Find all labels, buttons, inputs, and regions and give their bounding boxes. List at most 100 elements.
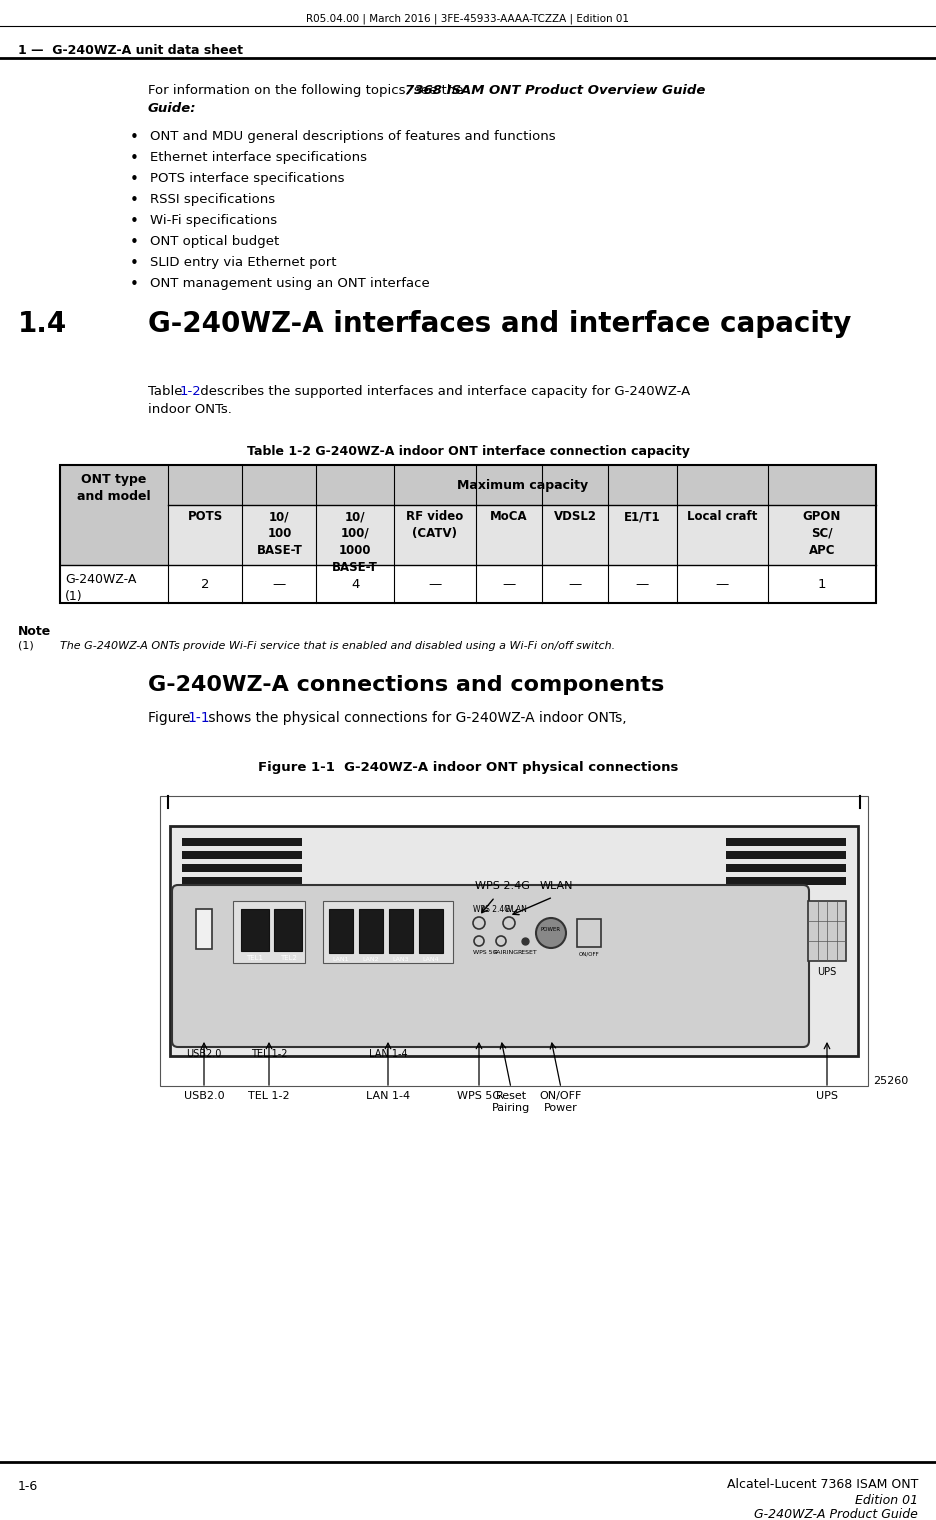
Bar	[182, 877, 302, 885]
Bar	[726, 877, 846, 885]
Bar	[808, 901, 846, 961]
Text: 7368 ISAM ONT Product Overview Guide: 7368 ISAM ONT Product Overview Guide	[405, 84, 706, 97]
Text: —: —	[715, 578, 729, 591]
FancyBboxPatch shape	[172, 885, 809, 1047]
Text: •: •	[130, 193, 139, 208]
Text: LAN3: LAN3	[393, 958, 409, 962]
Text: POTS: POTS	[188, 511, 223, 523]
Text: (1): (1)	[18, 641, 34, 651]
Bar	[60, 565, 876, 603]
Text: shows the physical connections for G-240WZ-A indoor ONTs,: shows the physical connections for G-240…	[204, 711, 626, 725]
Text: 1.4: 1.4	[18, 310, 67, 337]
Text: UPS: UPS	[817, 967, 837, 977]
Bar	[389, 909, 413, 953]
Bar	[196, 909, 212, 948]
Text: •: •	[130, 131, 139, 144]
Bar	[726, 838, 846, 847]
Text: G-240WZ-A Product Guide: G-240WZ-A Product Guide	[754, 1508, 918, 1520]
Text: •: •	[130, 150, 139, 166]
Text: —: —	[636, 578, 649, 591]
Text: ONT management using an ONT interface: ONT management using an ONT interface	[150, 277, 430, 290]
Text: WLAN: WLAN	[505, 904, 528, 914]
Text: •: •	[130, 255, 139, 271]
Text: LAN1: LAN1	[333, 958, 349, 962]
Text: MoCA: MoCA	[490, 511, 528, 523]
Text: RF video
(CATV): RF video (CATV)	[406, 511, 463, 540]
Text: For information on the following topics, see the: For information on the following topics,…	[148, 84, 468, 97]
Text: Edition 01: Edition 01	[855, 1494, 918, 1506]
Circle shape	[536, 918, 566, 948]
Text: USB2.0: USB2.0	[186, 1049, 222, 1059]
Text: 10/
100/
1000
BASE-T: 10/ 100/ 1000 BASE-T	[332, 511, 378, 575]
Text: ONT and MDU general descriptions of features and functions: ONT and MDU general descriptions of feat…	[150, 131, 556, 143]
Text: 25260: 25260	[873, 1076, 908, 1085]
Bar	[60, 465, 876, 505]
Text: Pairing: Pairing	[492, 1104, 530, 1113]
Text: G-240WZ-A interfaces and interface capacity: G-240WZ-A interfaces and interface capac…	[148, 310, 852, 337]
Text: The G-240WZ-A ONTs provide Wi-Fi service that is enabled and disabled using a Wi: The G-240WZ-A ONTs provide Wi-Fi service…	[60, 641, 615, 651]
Text: PAIRING: PAIRING	[493, 950, 519, 955]
Text: G-240WZ-A
(1): G-240WZ-A (1)	[65, 573, 137, 603]
Text: •: •	[130, 214, 139, 230]
Text: LAN 1-4: LAN 1-4	[366, 1091, 410, 1100]
Text: RSSI specifications: RSSI specifications	[150, 193, 275, 207]
Text: RESET: RESET	[517, 950, 536, 955]
Text: LAN4: LAN4	[423, 958, 439, 962]
Bar	[329, 909, 353, 953]
Text: Local craft: Local craft	[687, 511, 757, 523]
Text: Guide:: Guide:	[148, 102, 197, 116]
Text: 1-6: 1-6	[18, 1480, 38, 1493]
Text: G-240WZ-A connections and components: G-240WZ-A connections and components	[148, 675, 665, 695]
Bar	[233, 901, 305, 964]
Bar	[419, 909, 443, 953]
Text: LAN2: LAN2	[362, 958, 379, 962]
Bar	[726, 863, 846, 872]
Text: WPS 2.4G: WPS 2.4G	[473, 904, 510, 914]
Text: E1/T1: E1/T1	[624, 511, 661, 523]
Bar	[359, 909, 383, 953]
Text: LAN 1-4: LAN 1-4	[369, 1049, 407, 1059]
Text: POWER: POWER	[541, 927, 561, 932]
Text: —: —	[429, 578, 442, 591]
Text: TEL2: TEL2	[280, 955, 297, 961]
Text: USB2.0: USB2.0	[183, 1091, 225, 1100]
Bar	[577, 920, 601, 947]
Text: TEL 1-2: TEL 1-2	[251, 1049, 287, 1059]
Text: POTS interface specifications: POTS interface specifications	[150, 172, 344, 185]
Bar	[182, 863, 302, 872]
Text: WPS 5G: WPS 5G	[457, 1091, 501, 1100]
Text: SLID entry via Ethernet port: SLID entry via Ethernet port	[150, 255, 337, 269]
Text: 1-2: 1-2	[180, 385, 201, 398]
Text: •: •	[130, 172, 139, 187]
Text: ONT type
and model: ONT type and model	[78, 473, 151, 503]
Text: Figure 1-1  G-240WZ-A indoor ONT physical connections: Figure 1-1 G-240WZ-A indoor ONT physical…	[257, 762, 679, 774]
Text: 10/
100
BASE-T: 10/ 100 BASE-T	[256, 511, 302, 556]
Text: WLAN: WLAN	[540, 882, 574, 891]
Bar	[182, 838, 302, 847]
Bar	[274, 909, 302, 952]
Text: 1 —  G-240WZ-A unit data sheet: 1 — G-240WZ-A unit data sheet	[18, 44, 243, 56]
Text: TEL 1-2: TEL 1-2	[248, 1091, 290, 1100]
Text: Table 1-2 G-240WZ-A indoor ONT interface connection capacity: Table 1-2 G-240WZ-A indoor ONT interface…	[246, 445, 690, 458]
Text: ONT optical budget: ONT optical budget	[150, 236, 279, 248]
Text: describes the supported interfaces and interface capacity for G-240WZ-A: describes the supported interfaces and i…	[196, 385, 690, 398]
Text: indoor ONTs.: indoor ONTs.	[148, 403, 232, 416]
Text: Wi-Fi specifications: Wi-Fi specifications	[150, 214, 277, 226]
Bar	[726, 851, 846, 859]
Bar	[60, 505, 168, 565]
Text: TEL1: TEL1	[246, 955, 264, 961]
Text: R05.04.00 | March 2016 | 3FE-45933-AAAA-TCZZA | Edition 01: R05.04.00 | March 2016 | 3FE-45933-AAAA-…	[306, 14, 630, 24]
Text: 2: 2	[201, 578, 210, 591]
Text: Table: Table	[148, 385, 187, 398]
Bar	[168, 505, 876, 565]
Text: WPS 5G: WPS 5G	[473, 950, 497, 955]
Text: —: —	[568, 578, 582, 591]
Text: •: •	[130, 236, 139, 249]
Bar	[241, 909, 269, 952]
Text: GPON
SC/
APC: GPON SC/ APC	[803, 511, 841, 556]
Text: Figure: Figure	[148, 711, 195, 725]
Text: UPS: UPS	[816, 1091, 838, 1100]
Text: VDSL2: VDSL2	[553, 511, 596, 523]
Text: 1-1: 1-1	[187, 711, 210, 725]
Text: Maximum capacity: Maximum capacity	[457, 479, 588, 492]
